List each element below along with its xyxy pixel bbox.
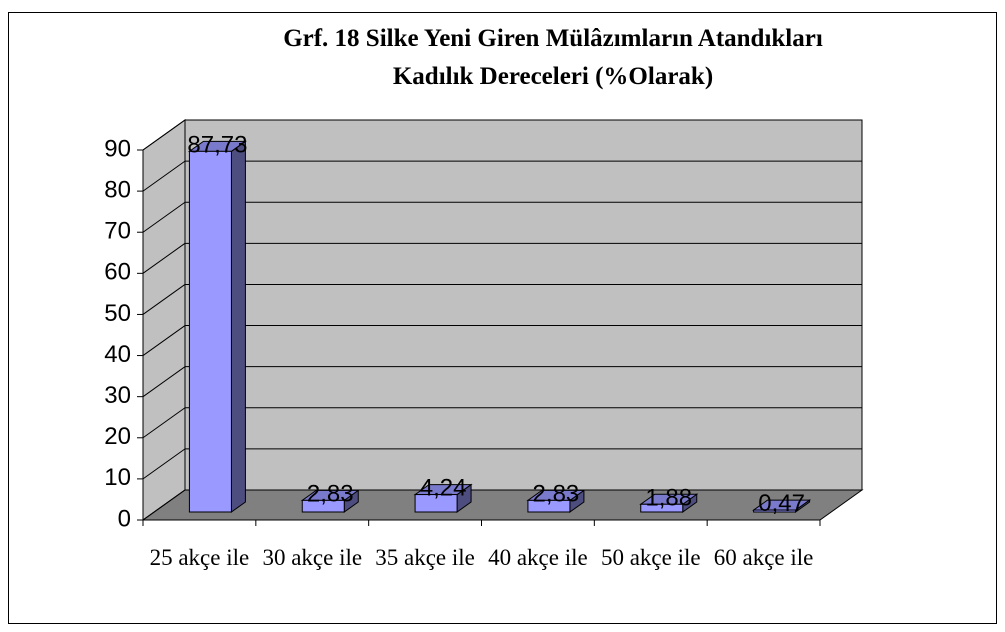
side-wall (142, 119, 186, 521)
grid-line (142, 489, 186, 521)
chart-title: Kadılık Dereceleri (%Olarak) (393, 63, 713, 90)
bar (414, 494, 458, 513)
back-wall (184, 119, 863, 491)
grid-line (142, 284, 186, 315)
value-label: 87,73 (187, 131, 247, 158)
grid-line (142, 119, 186, 151)
y-tick-label: 0 (118, 505, 131, 532)
y-tick-label: 30 (104, 382, 131, 409)
value-label: 4,24 (420, 475, 467, 502)
value-label: 0,47 (758, 490, 805, 517)
value-label: 1,88 (645, 484, 692, 511)
chart-title: Grf. 18 Silke Yeni Giren Mülâzımların At… (283, 25, 823, 52)
grid-line (142, 325, 186, 356)
grid-line (142, 160, 186, 192)
x-tick-label: 35 akçe ile (375, 545, 475, 570)
bar (301, 499, 345, 513)
bar (640, 503, 684, 513)
bar (753, 509, 797, 513)
grid-line (142, 242, 186, 274)
value-label: 2,83 (533, 480, 580, 507)
value-label: 2,83 (307, 480, 354, 507)
y-tick-label: 60 (104, 259, 131, 286)
bar (527, 499, 571, 513)
x-tick-label: 50 akçe ile (600, 545, 701, 570)
x-tick-label: 40 akçe ile (488, 545, 588, 570)
bar (188, 150, 232, 513)
y-tick-label: 70 (104, 218, 131, 245)
x-tick-label: 60 akçe ile (713, 545, 814, 570)
y-tick-label: 40 (104, 341, 131, 368)
y-tick-label: 10 (104, 464, 131, 491)
y-tick-label: 20 (104, 423, 131, 450)
y-tick-label: 80 (104, 176, 131, 203)
grid-line (142, 201, 186, 233)
bar-side (230, 140, 246, 513)
y-tick-label: 50 (104, 300, 131, 327)
floor (141, 489, 864, 521)
x-tick-label: 30 akçe ile (262, 545, 363, 570)
grid-line (142, 448, 186, 480)
y-tick-label: 90 (104, 135, 131, 162)
x-tick-label: 25 akçe ile (149, 545, 250, 570)
grid-line (142, 366, 186, 398)
grid-line (142, 407, 186, 439)
